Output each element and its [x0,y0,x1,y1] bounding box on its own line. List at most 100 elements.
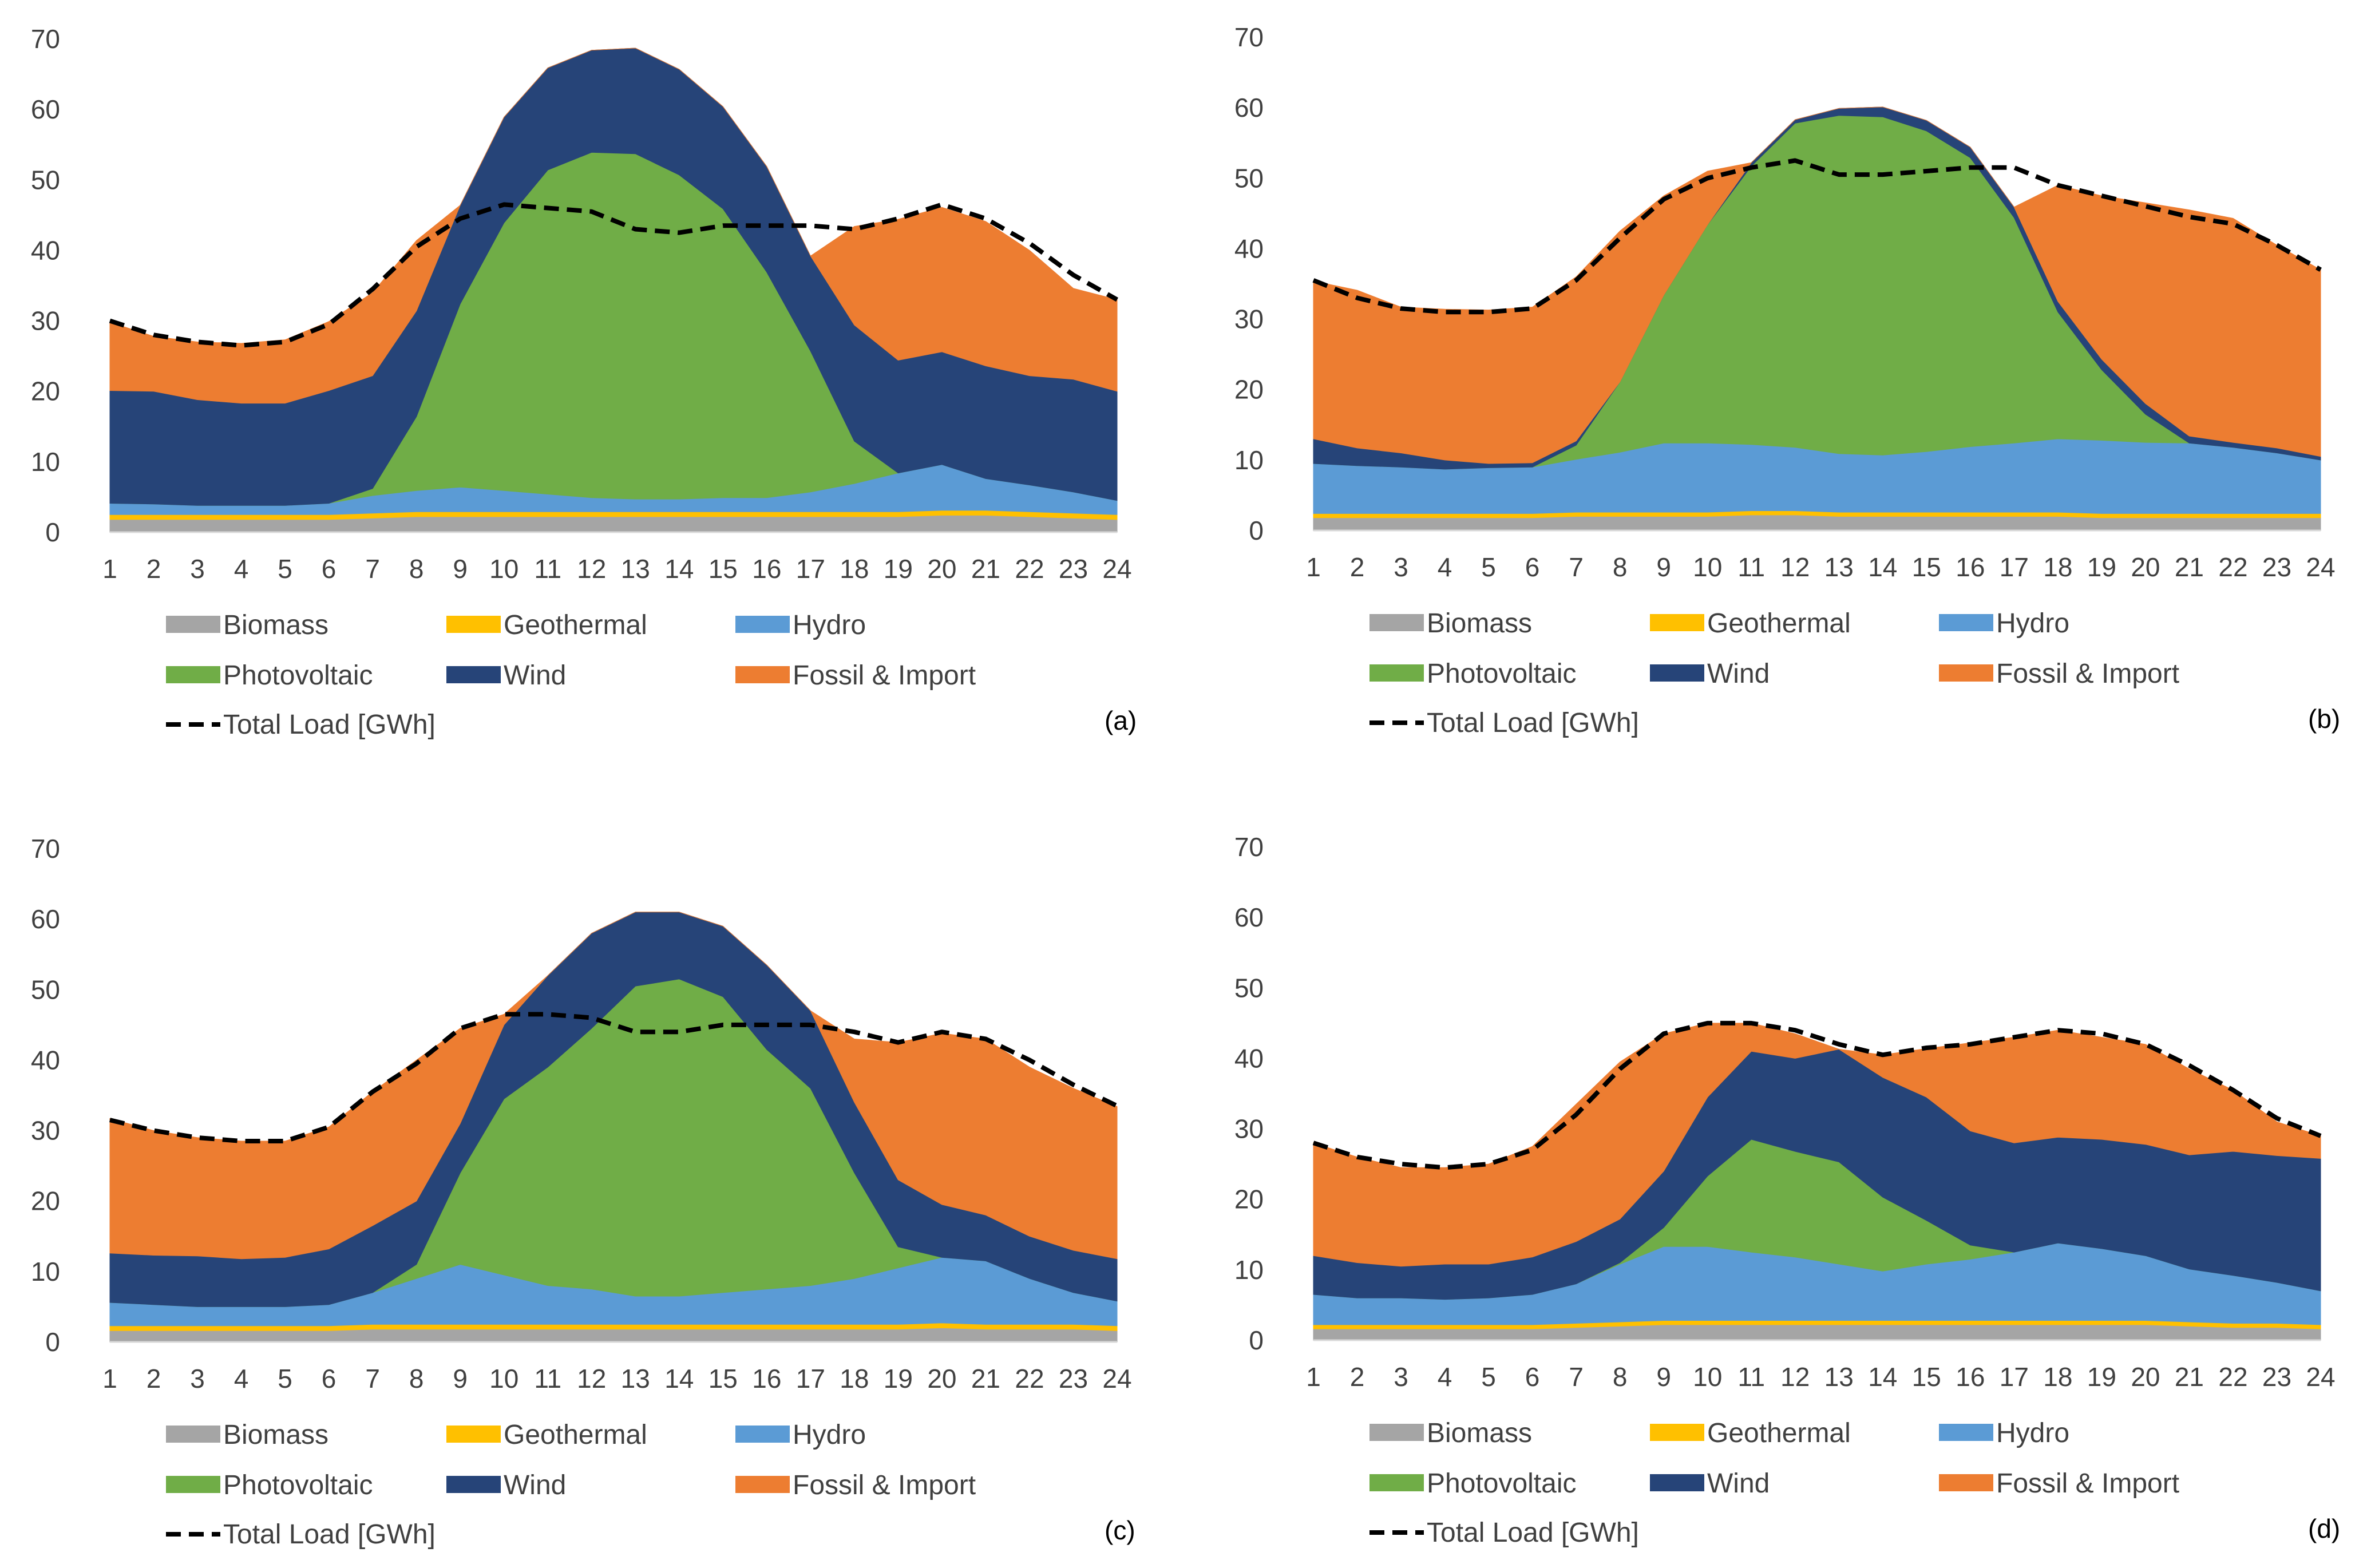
panel-b-xtick-10: 10 [1693,552,1722,582]
panel-b-xtick-24: 24 [2306,552,2335,582]
panel-c-label: (c) [1105,1515,1135,1545]
panel-d-legend-swatch-photovoltaic [1369,1474,1424,1491]
panel-d-xtick-15: 15 [1912,1362,1941,1392]
panel-a-ytick-40: 40 [31,235,60,265]
panel-a-xtick-20: 20 [927,554,956,584]
panel-b-legend-swatch-geothermal [1650,614,1704,631]
panel-a-xtick-19: 19 [884,554,913,584]
panel-c-xtick-15: 15 [708,1364,738,1393]
panel-c-xtick-22: 22 [1015,1364,1044,1393]
panel-d-xtick-14: 14 [1868,1362,1897,1392]
panel-d-xtick-13: 13 [1824,1362,1854,1392]
panel-a-xtick-2: 2 [147,554,161,584]
panel-b-xtick-13: 13 [1824,552,1854,582]
panel-b-xtick-1: 1 [1306,552,1321,582]
panel-a-legend-swatch-wind [446,666,501,683]
panel-b-xtick-6: 6 [1525,552,1540,582]
panel-d-xtick-22: 22 [2218,1362,2247,1392]
panel-b-xtick-22: 22 [2218,552,2247,582]
panel-a-area-fossil-and-import [109,47,1118,404]
panel-a-legend-label-geothermal: Geothermal [504,610,647,640]
panel-b-xtick-11: 11 [1737,552,1765,582]
panel-d-legend: Biomass Geothermal Hydro Photovoltaic Wind Fo… [1369,1418,2179,1548]
panel-c-legend-swatch-hydro [735,1426,790,1443]
panel-d-label: (d) [2308,1514,2340,1543]
panel-c-xtick-13: 13 [621,1364,650,1393]
panel-a-xtick-11: 11 [534,554,561,584]
panel-a-legend-swatch-geothermal [446,616,501,633]
panel-b-ytick-50: 50 [1234,163,1264,193]
panel-c-legend-swatch-biomass [166,1426,220,1443]
panel-a-legend-label-hydro: Hydro [793,610,866,640]
panel-a-legend-label-wind: Wind [504,660,566,691]
panel-a-xtick-21: 21 [971,554,1000,584]
panel-d-xtick-3: 3 [1394,1362,1408,1392]
panel-a-xtick-14: 14 [664,554,694,584]
panel-a-legend-swatch-hydro [735,616,790,633]
panel-b-total-load-line [1312,158,2322,315]
panel-b-xtick-3: 3 [1394,552,1408,582]
panel-c-ytick-50: 50 [31,975,60,1004]
panel-c-xtick-17: 17 [796,1364,825,1393]
panel-d-ytick-70: 70 [1234,832,1264,862]
panel-d-xtick-12: 12 [1780,1362,1810,1392]
panel-d-total-load-line [1312,1020,2322,1170]
panel-b-ytick-30: 30 [1234,304,1264,334]
panel-c-xtick-11: 11 [534,1364,561,1393]
panel-c-ytick-0: 0 [45,1327,60,1357]
panel-d-ytick-10: 10 [1234,1255,1264,1285]
panel-c-ytick-20: 20 [31,1186,60,1216]
panel-d-xtick-16: 16 [1956,1362,1985,1392]
panel-b-legend-label-hydro: Hydro [1996,608,2069,639]
panel-a-xtick-5: 5 [278,554,292,584]
panel-a-xtick-13: 13 [621,554,650,584]
panel-d-ytick-50: 50 [1234,973,1264,1003]
panel-b-xtick-5: 5 [1481,552,1496,582]
panel-b-xtick-16: 16 [1956,552,1985,582]
panel-d-legend-swatch-biomass [1369,1424,1424,1441]
panel-c-xtick-14: 14 [664,1364,694,1393]
panel-b-ytick-20: 20 [1234,375,1264,405]
panel-b-xtick-4: 4 [1438,552,1452,582]
panel-c-xtick-9: 9 [453,1364,468,1393]
panel-a-legend-label-fossil-and-import: Fossil & Import [793,660,976,691]
panel-d-ytick-40: 40 [1234,1043,1264,1073]
panel-d-xtick-5: 5 [1481,1362,1496,1392]
panel-b-legend-label-fossil-and-import: Fossil & Import [1996,659,2179,689]
panel-c-xtick-24: 24 [1102,1364,1131,1393]
panel-b-legend-label-photovoltaic: Photovoltaic [1427,659,1577,689]
panel-b-ytick-60: 60 [1234,93,1264,122]
panel-c-xtick-20: 20 [927,1364,956,1393]
panel-b-legend-label-total-load: Total Load [GWh] [1427,708,1639,738]
panel-c-legend-swatch-fossil-and-import [735,1476,790,1493]
panel-c-legend-label-hydro: Hydro [793,1420,866,1450]
panel-a-xtick-22: 22 [1015,554,1044,584]
panel-b-legend-swatch-wind [1650,664,1704,682]
panel-d-xtick-23: 23 [2262,1362,2291,1392]
panel-c-legend-swatch-photovoltaic [166,1476,220,1493]
panel-d-xtick-17: 17 [2000,1362,2029,1392]
panel-c-area-fossil-and-import [109,912,1118,1260]
panel-c-xtick-19: 19 [884,1364,913,1393]
panel-c-ytick-70: 70 [31,834,60,864]
panel-a-legend-swatch-photovoltaic [166,666,220,683]
panel-b-xtick-23: 23 [2262,552,2291,582]
panel-c-xtick-18: 18 [840,1364,869,1393]
panel-a-ytick-30: 30 [31,306,60,336]
panel-a-ytick-10: 10 [31,447,60,477]
panel-b-ytick-70: 70 [1234,22,1264,52]
panel-b-xtick-15: 15 [1912,552,1941,582]
panel-b-xtick-8: 8 [1613,552,1628,582]
panel-a-ytick-60: 60 [31,94,60,124]
panel-c-legend-label-fossil-and-import: Fossil & Import [793,1470,976,1500]
panel-d-xtick-24: 24 [2306,1362,2335,1392]
panel-d-legend-label-fossil-and-import: Fossil & Import [1996,1468,2179,1499]
panel-c-total-load-line [109,1012,1118,1143]
panel-c-legend-label-total-load: Total Load [GWh] [223,1519,436,1550]
panel-d-legend-label-total-load: Total Load [GWh] [1427,1518,1639,1548]
